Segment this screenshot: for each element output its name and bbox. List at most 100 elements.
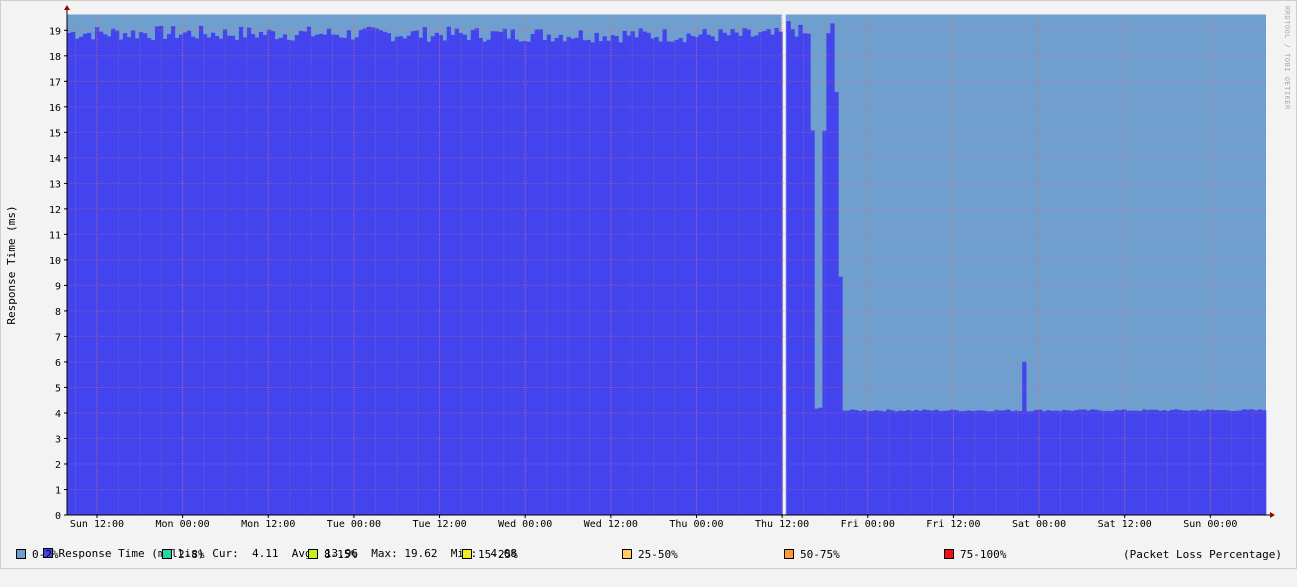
response-bar (390, 41, 396, 516)
y-tick-label: 19 (49, 26, 61, 37)
response-bar (730, 29, 735, 516)
response-bar (430, 36, 435, 516)
response-bar (378, 30, 384, 515)
response-bar (646, 32, 651, 516)
response-bar (71, 31, 76, 515)
response-bar (174, 38, 180, 515)
response-bar (902, 411, 907, 515)
response-bar (546, 34, 551, 516)
response-bar (1066, 410, 1071, 515)
response-bar (314, 34, 320, 515)
response-bar (606, 40, 611, 515)
response-bar (446, 26, 451, 515)
response-bar (1106, 410, 1111, 515)
loss-swatch (162, 549, 172, 559)
response-bar (1242, 409, 1247, 515)
response-bar (758, 32, 763, 516)
grid-layer (67, 15, 1266, 515)
y-tick-label: 18 (49, 52, 61, 63)
response-bar (278, 37, 284, 515)
response-bar (966, 410, 971, 515)
response-bar (458, 32, 463, 516)
response-bar (1018, 410, 1023, 515)
response-bar (362, 28, 368, 515)
response-bar (1130, 410, 1135, 515)
response-bar (810, 130, 815, 515)
response-bar (178, 34, 184, 515)
response-bar (1150, 409, 1155, 515)
response-bar (466, 40, 471, 515)
response-bar (1070, 410, 1075, 515)
response-bar (838, 276, 843, 515)
y-tick-label: 10 (49, 256, 61, 267)
x-tick-label: Sun 00:00 (1183, 519, 1237, 530)
response-bar (858, 411, 863, 515)
response-bar (830, 23, 835, 515)
response-bar (510, 29, 515, 515)
loss-swatch (308, 549, 318, 559)
response-bar (306, 26, 312, 515)
response-bar (846, 410, 851, 515)
response-bar (414, 30, 420, 515)
response-bar (342, 37, 348, 515)
response-bar (502, 28, 507, 516)
response-bar (970, 410, 975, 515)
response-bar (322, 34, 328, 515)
y-axis-title: Response Time (ms) (5, 205, 18, 324)
response-bar (86, 32, 92, 516)
response-bar (642, 31, 647, 515)
response-bar (678, 38, 683, 516)
response-bar (122, 33, 128, 516)
response-bar (790, 29, 795, 515)
response-bar (98, 31, 104, 516)
response-bar (1198, 410, 1203, 515)
response-bar (650, 38, 655, 515)
response-bar (806, 33, 811, 515)
response-bar (514, 39, 519, 515)
response-bar (194, 38, 200, 516)
loss-swatch (944, 549, 954, 559)
response-bar (154, 26, 160, 516)
response-bar (794, 36, 799, 515)
x-tick-label: Mon 00:00 (156, 519, 210, 530)
response-bar (130, 30, 136, 516)
response-bar (726, 35, 731, 516)
response-bar (1134, 410, 1139, 515)
response-bar (746, 29, 751, 515)
response-bar (242, 37, 248, 516)
response-bar (454, 28, 459, 516)
response-bar (566, 36, 571, 516)
response-bar (250, 33, 256, 515)
response-bar (614, 36, 619, 515)
response-bar (302, 31, 308, 516)
response-bar (90, 39, 96, 516)
response-bar (1062, 409, 1067, 515)
loss-swatch (16, 549, 26, 559)
response-bar (1046, 410, 1051, 515)
response-bar (418, 37, 424, 515)
response-bar (1030, 411, 1035, 515)
response-bar (1174, 409, 1179, 515)
response-bar (542, 39, 547, 516)
response-bar (142, 33, 148, 515)
response-bar (954, 410, 959, 515)
response-bar (462, 34, 467, 515)
x-tick-label: Mon 12:00 (241, 519, 295, 530)
packet-loss-legend: (Packet Loss Percentage) 0-2% 2-8% 8-15% 15… (16, 548, 1282, 562)
response-bar (498, 31, 503, 516)
response-bar (750, 36, 755, 515)
response-bar (882, 411, 887, 515)
response-bar (1086, 410, 1091, 515)
response-bar (110, 28, 116, 515)
response-bar (698, 34, 703, 516)
response-bar (662, 29, 667, 515)
response-bar (1262, 410, 1267, 515)
response-bar (818, 407, 823, 515)
response-bar (338, 37, 344, 515)
response-bar (1246, 409, 1251, 515)
loss-swatch (622, 549, 632, 559)
response-bar (1146, 410, 1151, 515)
loss-legend-label: 8-15% (324, 548, 358, 561)
response-bar (1214, 410, 1219, 515)
response-bar (1218, 410, 1223, 515)
